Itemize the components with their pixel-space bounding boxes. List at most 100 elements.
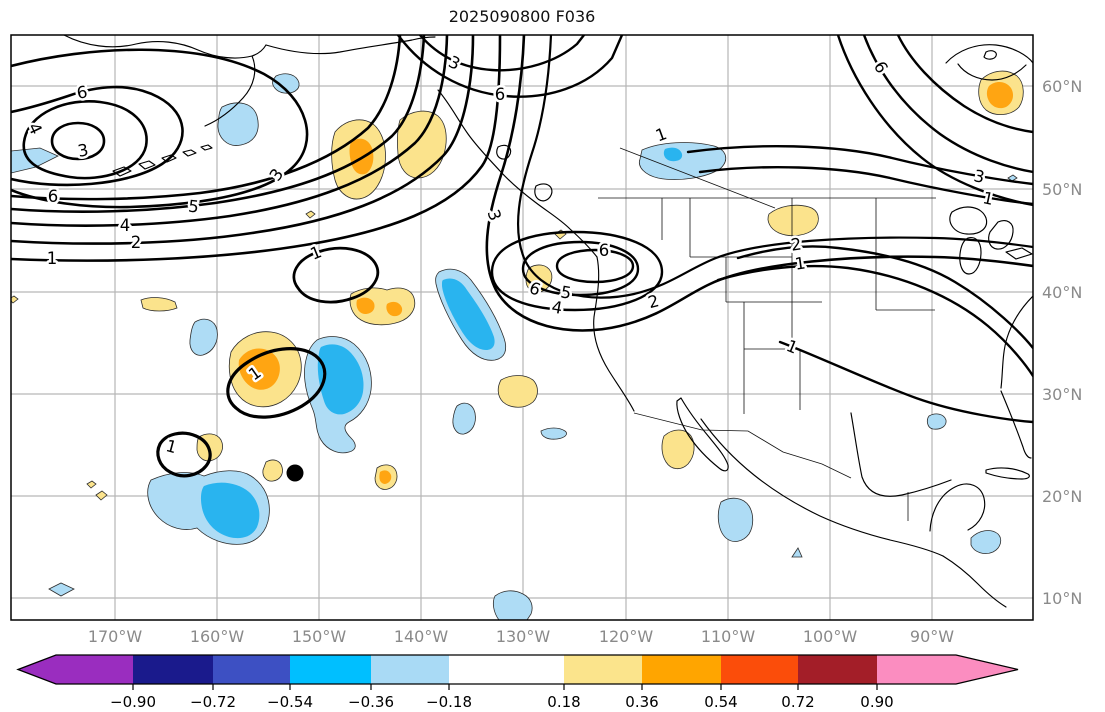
contour-label: 3 (76, 140, 90, 161)
colorbar-tick-label: 0.90 (860, 693, 893, 711)
contour-line (485, 35, 1033, 332)
anomaly-region (11, 147, 59, 174)
colorbar-tick-label: −0.36 (348, 693, 394, 711)
anomaly-region (540, 427, 567, 440)
anomaly-region (791, 547, 803, 558)
position-marker (286, 464, 304, 482)
anomaly-region (217, 102, 259, 146)
coastline (700, 418, 944, 557)
contour-line (11, 85, 184, 187)
lat-tick-label: 20°N (1042, 487, 1082, 506)
contour-label: 2 (131, 233, 142, 252)
contour-line (521, 240, 640, 297)
coastline (534, 183, 553, 202)
lon-tick-label: 100°W (803, 627, 858, 646)
anomaly-region (638, 142, 727, 180)
lon-tick-label: 160°W (190, 627, 245, 646)
colorbar-segment (798, 655, 877, 684)
contour-label: 2 (646, 291, 661, 312)
plot-title: 2025090800 F036 (449, 7, 596, 26)
colorbar-segment (371, 655, 449, 684)
contour-label: 1 (794, 253, 807, 273)
lat-tick-label: 10°N (1042, 589, 1082, 608)
coastline (138, 160, 156, 170)
contour-label: 3 (972, 166, 986, 187)
colorbar-tick-label: 0.54 (704, 693, 737, 711)
contour-line (555, 248, 635, 284)
coastline (63, 35, 267, 59)
contour-line (686, 144, 1033, 186)
contour-line (11, 35, 502, 262)
lon-tick-label: 140°W (394, 627, 449, 646)
contour-line (896, 35, 1033, 134)
anomaly-region (200, 482, 260, 539)
colorbar-tick-label: −0.72 (190, 693, 236, 711)
lat-tick-label: 40°N (1042, 283, 1082, 302)
colorbar-tick-label: −0.90 (110, 693, 156, 711)
latlon-gridlines (11, 35, 1033, 620)
contour-line (836, 35, 1033, 207)
anomaly-region (356, 297, 375, 314)
contour-line (22, 100, 148, 180)
coastline (200, 144, 213, 151)
contour-label: 6 (48, 187, 59, 206)
colorbar-tick-label: −0.54 (267, 693, 313, 711)
colorbar-segment (133, 655, 213, 684)
lon-tick-label: 120°W (599, 627, 654, 646)
coastline (959, 237, 982, 275)
contour-label: 4 (550, 297, 564, 318)
contour-label: 4 (120, 216, 131, 235)
contour-line (226, 347, 327, 419)
contour-line (156, 431, 212, 478)
contour-line (11, 48, 309, 209)
coastline (945, 44, 1033, 64)
anomaly-region (262, 459, 283, 482)
colorbar-segment (877, 655, 956, 684)
anomaly-region (272, 73, 300, 94)
contour-line (396, 35, 624, 98)
anomaly-region (663, 147, 683, 162)
coastline (182, 149, 197, 157)
colorbar-segment (213, 655, 290, 684)
colorbar: −0.90 −0.72 −0.54 −0.36 −0.18 0.18 0.36 0.54 0.7… (16, 654, 1019, 711)
colorbar-tick-label: 0.36 (625, 693, 658, 711)
contour-line (11, 35, 402, 201)
lat-tick-label: 30°N (1042, 385, 1082, 404)
lon-tick-label: 130°W (496, 627, 551, 646)
colorbar-segment (290, 655, 371, 684)
lon-tick-label: 110°W (701, 627, 756, 646)
anomaly-region (140, 297, 178, 312)
coastline (1005, 247, 1033, 260)
coastline (949, 206, 988, 235)
anomaly-region (397, 110, 447, 179)
anomaly-region (661, 429, 695, 470)
lon-tick-label: 90°W (910, 627, 954, 646)
contour-line (292, 246, 380, 304)
coastline (1000, 390, 1032, 459)
contour-line (418, 35, 586, 72)
coastline (985, 467, 1030, 480)
coastline (112, 166, 132, 177)
coastline (957, 63, 1027, 81)
contour-line (516, 35, 1033, 299)
colorbar-segment (449, 655, 564, 684)
anomaly-region (767, 204, 819, 237)
contour-label: 1 (784, 336, 801, 358)
contour-label: 4 (24, 120, 46, 138)
contour-label: 6 (599, 241, 610, 260)
colorbar-over-arrow (956, 655, 1018, 684)
position-dot (286, 464, 304, 482)
anomaly-shading (11, 70, 1024, 620)
anomaly-region (497, 375, 538, 408)
lat-tick-label: 50°N (1042, 180, 1082, 199)
anomaly-region (238, 348, 280, 390)
coastline (496, 144, 512, 160)
contour-label: 1 (653, 124, 669, 145)
anomaly-region (305, 210, 316, 219)
coastline (850, 412, 952, 497)
contour-line (778, 340, 1033, 424)
contour-line (11, 35, 449, 227)
border-line (633, 412, 852, 479)
anomaly-region (95, 490, 108, 501)
